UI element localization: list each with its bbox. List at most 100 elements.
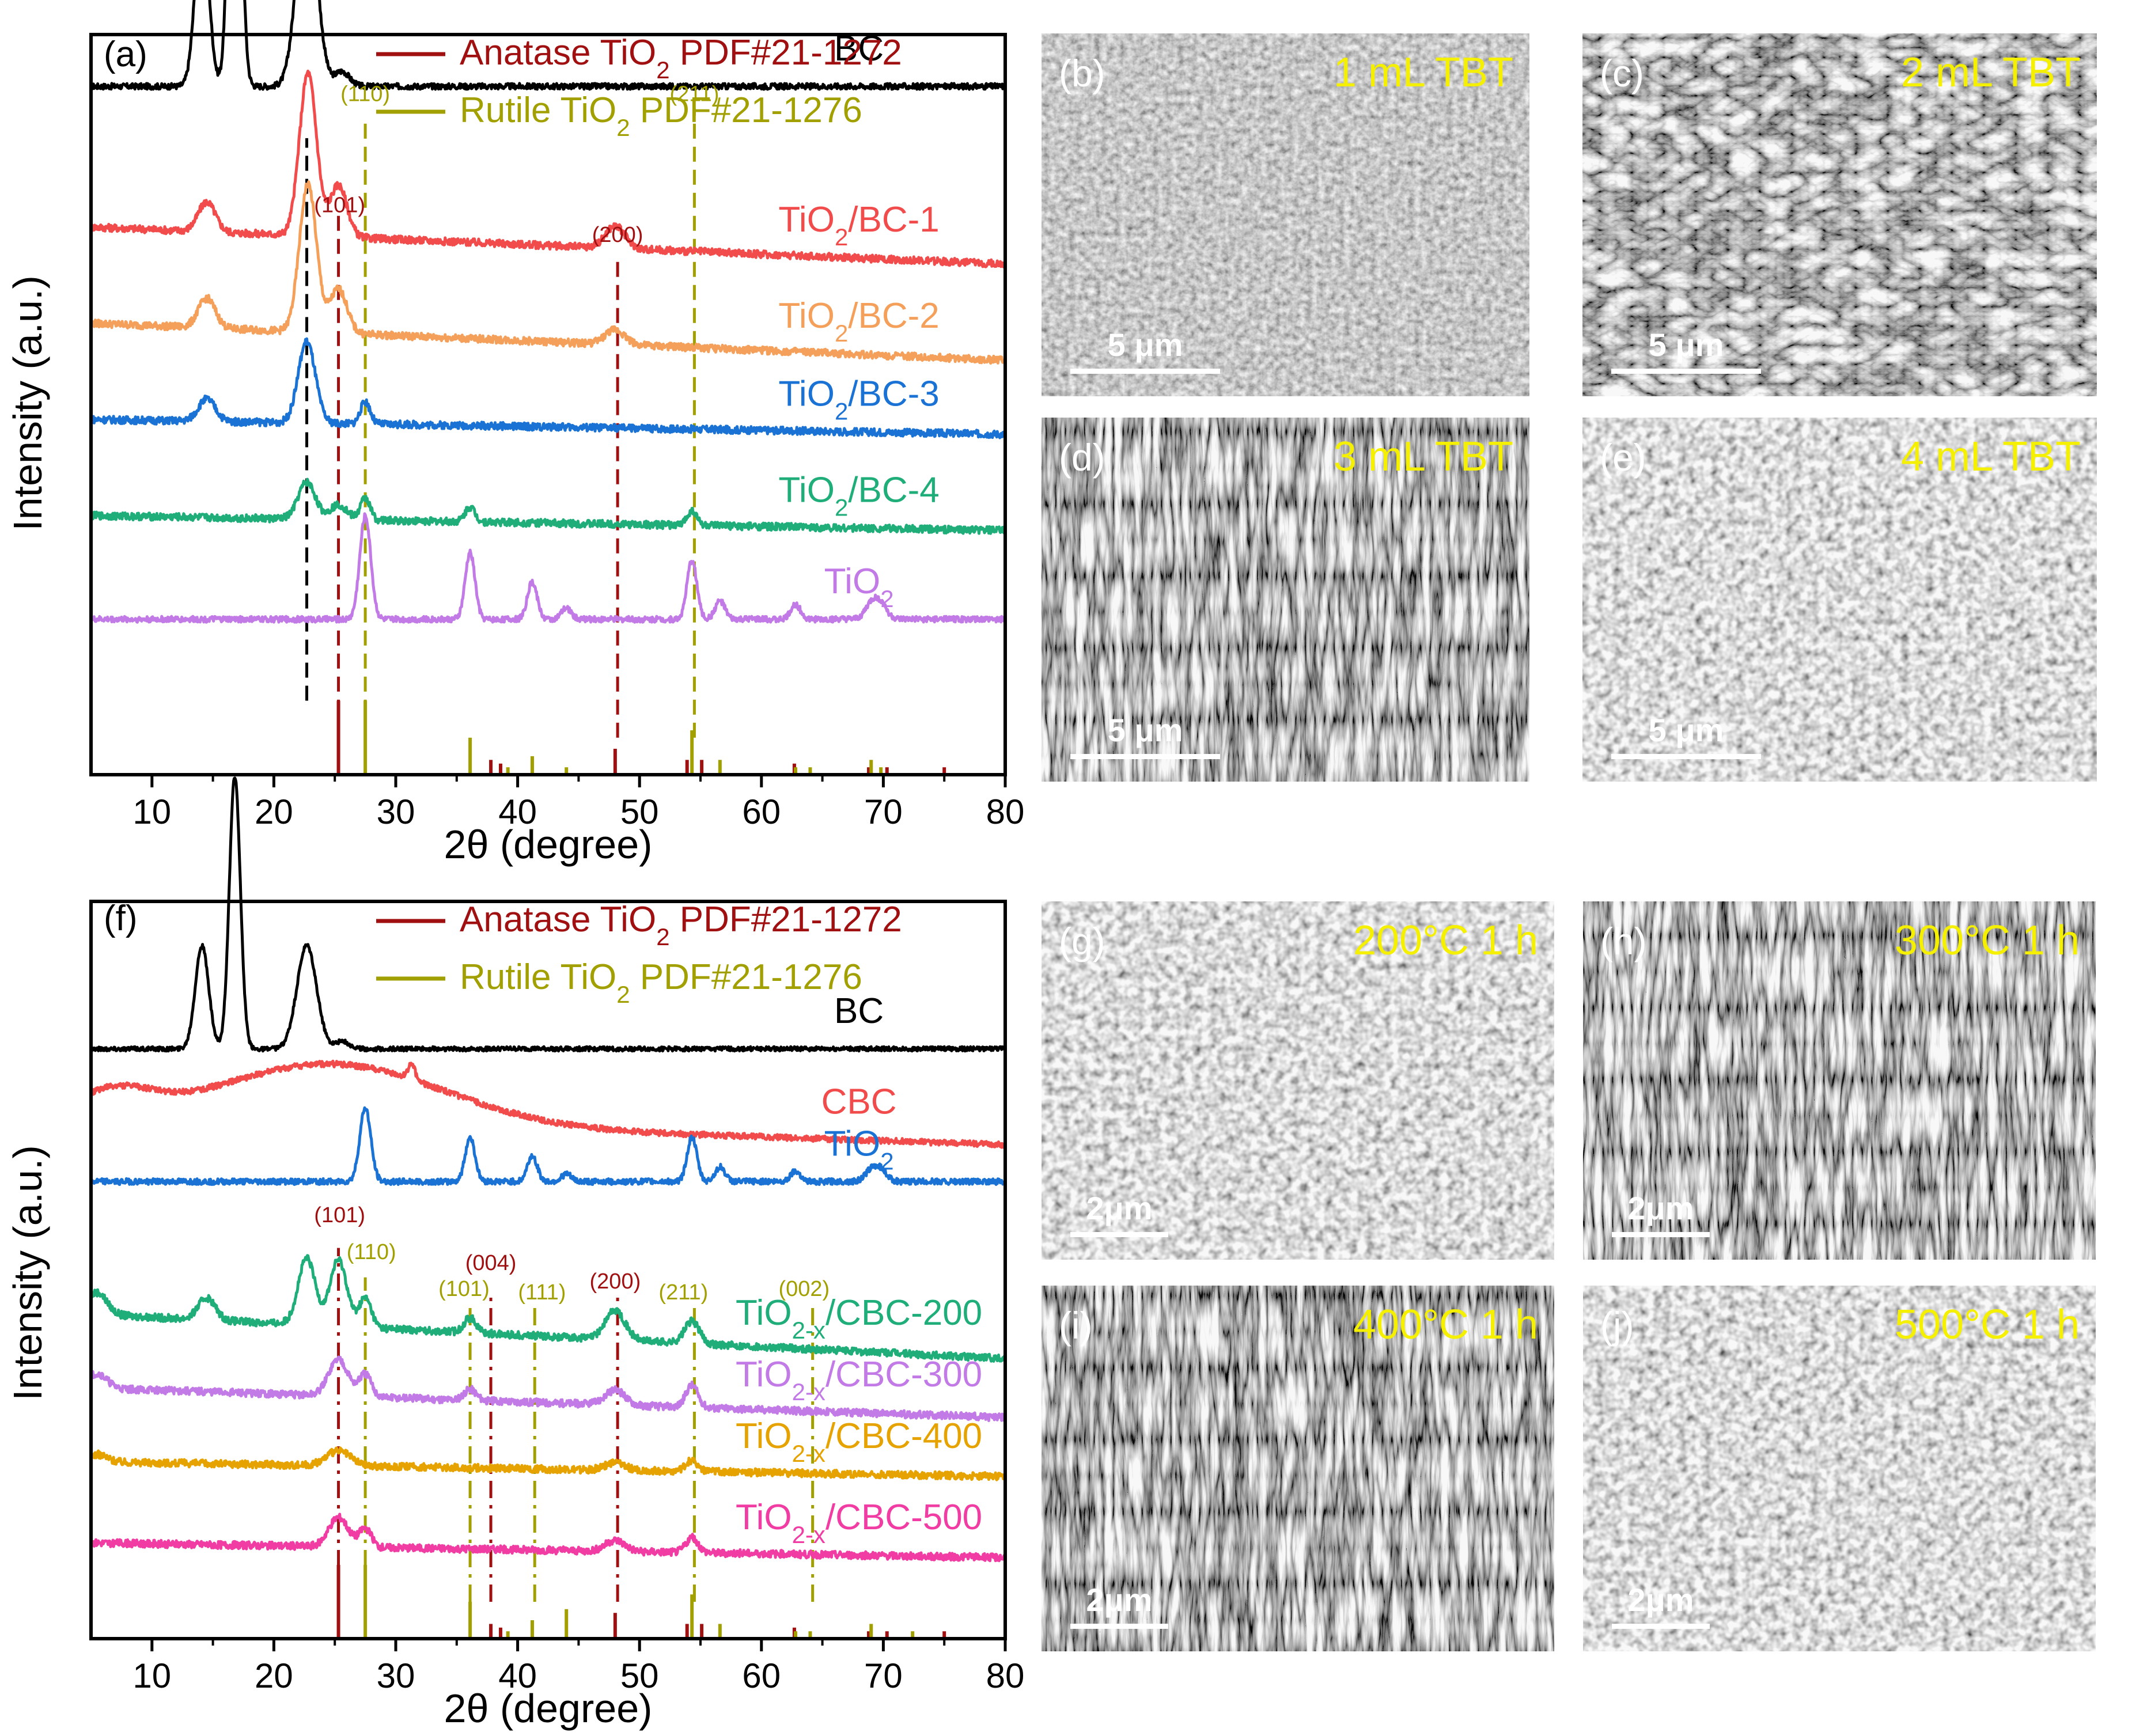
x-tick-label: 10: [132, 1657, 171, 1695]
x-tick-label: 30: [377, 793, 415, 831]
sem-image-texture: [1582, 33, 2097, 396]
hkl-label: (110): [340, 82, 390, 107]
scale-bar-label: 2μm: [1086, 1582, 1152, 1618]
sem-panel: (b) 1 mL TBT 5 μm: [1042, 33, 1529, 396]
sem-panel-label: (b): [1059, 52, 1105, 94]
series-label: TiO2-x/CBC-400: [736, 1416, 982, 1467]
sem-caption: 400°C 1 h: [1353, 1302, 1538, 1348]
x-tick-label: 70: [864, 793, 903, 831]
legend-entry: Anatase TiO2 PDF#21-1272: [460, 900, 902, 950]
hkl-label: (200): [592, 223, 643, 247]
y-axis-title: Intensity (a.u.): [5, 1145, 50, 1401]
panel-label: (f): [104, 899, 138, 938]
hkl-label: (101): [314, 1203, 365, 1227]
x-axis-title: 2θ (degree): [444, 1686, 653, 1731]
scale-bar: [1070, 1624, 1168, 1629]
series-label: TiO2/BC-4: [778, 470, 939, 521]
scale-bar: [1070, 754, 1220, 759]
series-label: TiO2/BC-2: [778, 296, 939, 347]
sem-panel: (h) 300°C 1 h 2μm: [1583, 901, 2096, 1260]
scale-bar: [1612, 1232, 1710, 1237]
xrd-chart-a: BCTiO2/BC-1TiO2/BC-2TiO2/BC-3TiO2/BC-4Ti…: [5, 0, 1024, 867]
sem-image-texture: [1042, 901, 1554, 1260]
hkl-label: (101): [314, 193, 365, 217]
hkl-label: (111): [518, 1280, 566, 1305]
sem-image-texture: [1582, 418, 2097, 782]
series-label: BC: [834, 991, 884, 1031]
x-tick-label: 60: [742, 793, 781, 831]
series-line: [89, 1254, 1007, 1363]
scale-bar: [1612, 1624, 1710, 1629]
sem-image-grid: (b) 1 mL TBT 5 μm (c) 2 mL TBT 5 μm (d) 3 mL TB…: [1042, 33, 2097, 1651]
legend-entry: Anatase TiO2 PDF#21-1272: [460, 33, 902, 84]
hkl-label: (110): [347, 1240, 396, 1264]
x-tick-label: 40: [498, 793, 537, 831]
sem-panel-label: (i): [1059, 1304, 1093, 1347]
series-line: [89, 1446, 1007, 1481]
series-label: TiO2-x/CBC-500: [736, 1498, 982, 1548]
sem-image-texture: [1042, 33, 1529, 396]
sem-caption: 4 mL TBT: [1901, 434, 2081, 480]
sem-panel: (g) 200°C 1 h 2μm: [1042, 901, 1554, 1260]
sem-panel: (e) 4 mL TBT 5 μm: [1582, 418, 2097, 782]
hkl-label: (101): [438, 1277, 490, 1301]
series-label: CBC: [821, 1082, 897, 1121]
sem-caption: 2 mL TBT: [1901, 50, 2081, 96]
sem-panel-label: (c): [1600, 52, 1644, 94]
sem-panel-label: (h): [1600, 920, 1647, 962]
x-tick-label: 50: [620, 1657, 659, 1695]
x-tick-label: 20: [255, 793, 293, 831]
x-tick-label: 80: [986, 793, 1025, 831]
series-line: [89, 1106, 1007, 1186]
series-line: [89, 477, 1007, 535]
sem-panel-label: (j): [1600, 1304, 1634, 1347]
hkl-label: (002): [779, 1277, 830, 1301]
sem-panel-label: (e): [1600, 436, 1646, 479]
scale-bar: [1611, 369, 1761, 374]
sem-panel: (j) 500°C 1 h 2μm: [1583, 1286, 2096, 1651]
scale-bar: [1070, 369, 1220, 374]
scale-bar-label: 2μm: [1627, 1190, 1694, 1226]
x-axis-title: 2θ (degree): [444, 822, 653, 867]
y-axis-title: Intensity (a.u.): [5, 275, 50, 531]
series-line: [90, 0, 1007, 91]
series-label: TiO2/BC-3: [778, 374, 939, 424]
sem-image-texture: [1583, 1286, 2096, 1651]
sem-panel-label: (d): [1059, 436, 1105, 479]
sem-panel: (i) 400°C 1 h 2μm: [1042, 1286, 1554, 1651]
scale-bar-label: 5 μm: [1649, 712, 1724, 748]
scale-bar: [1611, 754, 1761, 759]
series-label: TiO2-x/CBC-200: [736, 1293, 982, 1344]
x-tick-label: 80: [986, 1657, 1025, 1695]
x-tick-label: 50: [620, 793, 659, 831]
hkl-label: (004): [465, 1251, 517, 1275]
series-line: [90, 1059, 1007, 1149]
hkl-label: (211): [658, 1280, 708, 1305]
series-label: TiO2: [824, 562, 894, 612]
x-tick-label: 20: [255, 1657, 293, 1695]
scale-bar-label: 5 μm: [1649, 327, 1724, 363]
series-label: TiO2-x/CBC-300: [736, 1355, 982, 1405]
plot-frame: [89, 33, 1007, 776]
sem-panel: (d) 3 mL TBT 5 μm: [1042, 418, 1529, 782]
x-tick-label: 40: [498, 1657, 537, 1695]
series-line: [90, 1355, 1006, 1422]
plot-frame: [89, 900, 1007, 1640]
x-tick-label: 10: [132, 793, 171, 831]
sem-caption: 300°C 1 h: [1895, 918, 2080, 964]
series-label: TiO2/BC-1: [778, 200, 939, 251]
sem-image-texture: [1042, 1286, 1554, 1651]
legend-entry: Rutile TiO2 PDF#21-1276: [460, 90, 862, 141]
sem-panel: (c) 2 mL TBT 5 μm: [1582, 33, 2097, 396]
scale-bar-label: 5 μm: [1108, 327, 1183, 363]
sem-caption: 500°C 1 h: [1895, 1302, 2080, 1348]
x-tick-label: 30: [377, 1657, 415, 1695]
sem-image-texture: [1042, 418, 1529, 782]
scale-bar-label: 5 μm: [1108, 712, 1183, 748]
sem-panel-label: (g): [1059, 920, 1105, 962]
legend-entry: Rutile TiO2 PDF#21-1276: [460, 957, 862, 1008]
sem-caption: 200°C 1 h: [1353, 918, 1538, 964]
series-line: [89, 1513, 1007, 1563]
sem-caption: 1 mL TBT: [1334, 50, 1513, 96]
